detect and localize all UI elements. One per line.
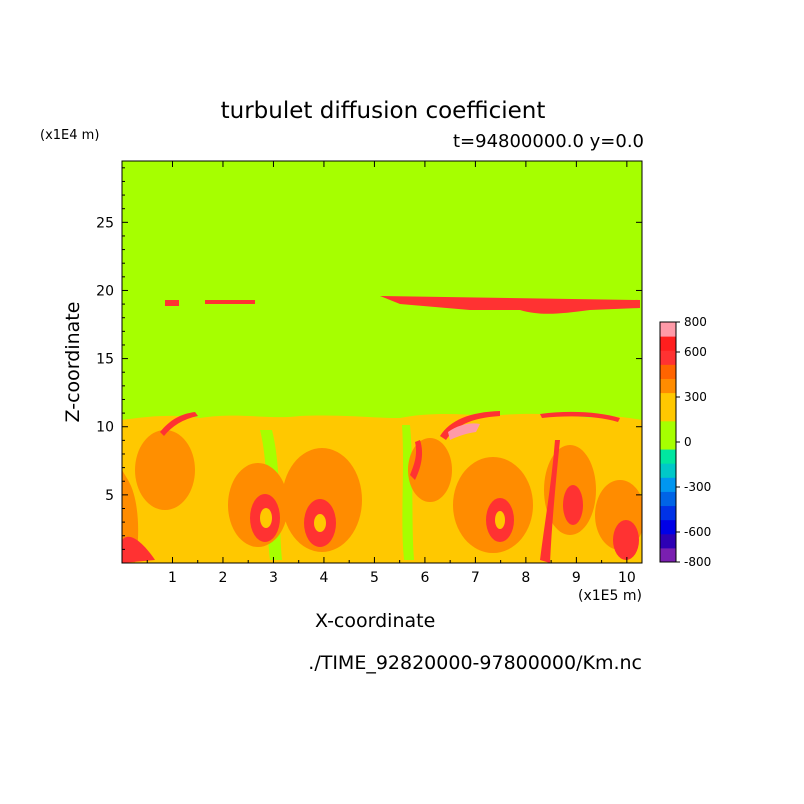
colorbar-tick-label: 600 [684,345,707,359]
colorbar-segment [660,533,676,549]
colorbar-tick-label: 0 [684,435,692,449]
colorbar-segment [660,463,676,478]
y-tick-label: 20 [96,283,114,299]
x-axis-label: X-coordinate [315,610,436,632]
colorbar-segment [660,378,676,394]
x-tick-label: 6 [420,570,429,586]
colorbar-segment [660,519,676,535]
colorbar-segment [660,434,676,450]
colorbar-segment [660,420,676,436]
x-tick-label: 4 [319,570,328,586]
source-file-label: ./TIME_92820000-97800000/Km.nc [308,652,642,674]
swirl-eye [260,508,505,532]
colorbar-segment [660,392,676,408]
colorbar-tick-label: -800 [684,555,711,569]
colorbar-tick-label: 300 [684,390,707,404]
x-tick-label: 1 [168,570,177,586]
x-tick-label: 10 [618,570,636,586]
layer-top-streaks [160,411,620,440]
colorbar-tick-label: -300 [684,480,711,494]
colorbar-segment [660,449,676,464]
time-label: t=94800000.0 y=0.0 [452,131,644,152]
x-unit-label: (x1E5 m) [578,588,642,604]
red-core-swirls [122,440,639,563]
y-tick-label: 15 [96,352,114,368]
colorbar-segment [660,364,676,379]
colorbar-segment [660,547,676,563]
x-tick-label: 7 [471,570,480,586]
plot-frame [121,160,643,564]
y-tick-label: 5 [105,488,114,504]
chart-title: turbulet diffusion coefficient [220,98,546,124]
colorbar-segment [660,350,676,365]
x-tick-label: 3 [269,570,278,586]
x-tick-label: 9 [572,570,581,586]
colorbar-segment [660,406,676,422]
x-tick-label: 8 [521,570,530,586]
colorbar-segment [660,322,676,337]
x-tick-label: 2 [219,570,228,586]
x-tick-label: 5 [370,570,379,586]
colorbar-tick-label: 800 [684,315,707,329]
x-ticks: 1 2 3 4 5 6 7 8 9 10 [146,161,636,586]
z-unit-label: (x1E4 m) [40,128,100,143]
y-tick-label: 10 [96,420,114,436]
colorbar-segment [660,505,676,521]
colorbar: 800 600 300 0 -300 -600 -800 [659,315,711,569]
colorbar-tick-label: -600 [684,525,711,539]
upper-band-turbulence [165,296,640,314]
colorbar-segment [660,477,676,492]
colorbar-segment [660,336,676,351]
colorbar-segment [660,491,676,507]
y-ticks: 5 10 15 20 25 [96,167,642,550]
y-tick-label: 25 [96,215,114,231]
plot-area [122,161,642,563]
pink-patch [448,423,480,440]
